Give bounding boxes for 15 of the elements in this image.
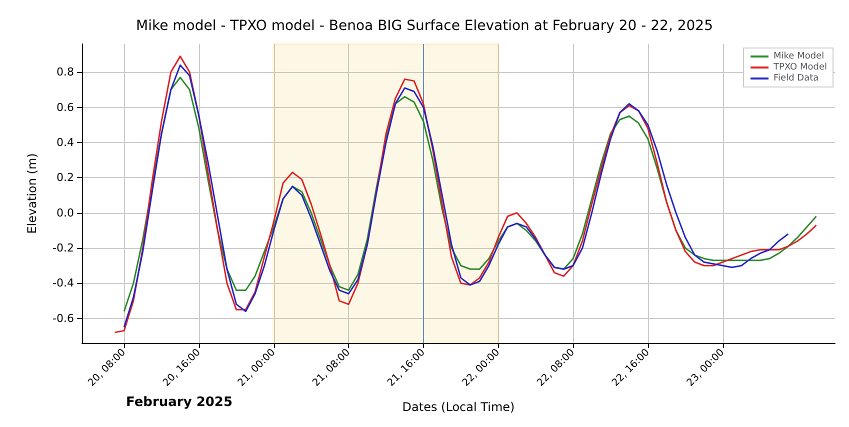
legend-label: Field Data <box>774 74 819 84</box>
text: February 2025 <box>126 395 233 410</box>
y-tick-label: 0.0 <box>56 206 74 220</box>
y-tick-label: 0.2 <box>56 171 74 184</box>
x-axis-title: Dates (Local Time) <box>402 400 515 414</box>
legend-label: TPXO Model <box>772 62 828 72</box>
y-tick-label: 0.6 <box>56 100 74 114</box>
legend-label: Mike Model <box>774 52 824 62</box>
y-tick-label: -0.6 <box>52 312 74 325</box>
y-axis-title: Elevation (m) <box>25 153 39 234</box>
y-tick-label: 0.8 <box>56 66 74 79</box>
y-tick-label: 0.4 <box>56 136 74 149</box>
chart-title: Mike model - TPXO model - Benoa BIG Surface Elevation at February 20 - 22, 2025 <box>136 18 713 34</box>
y-tick-label: -0.4 <box>52 276 74 290</box>
y-tick-label: -0.2 <box>52 242 74 255</box>
